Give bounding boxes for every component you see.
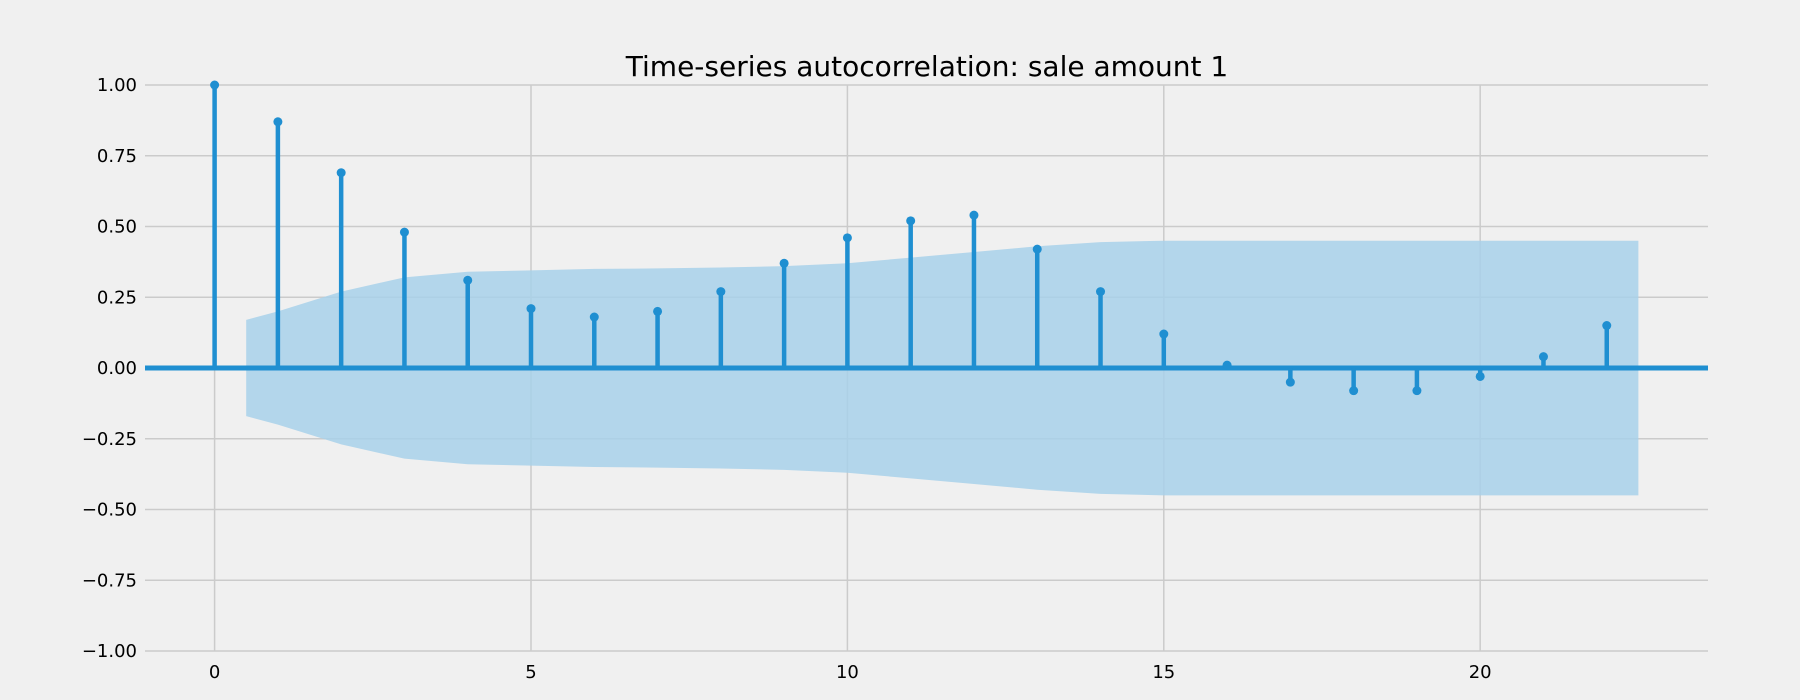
chart-title: Time-series autocorrelation: sale amount… [625,50,1228,83]
acf-point [1159,329,1169,339]
y-tick-label: 0.25 [97,287,137,308]
acf-point [273,117,283,127]
x-tick-label: 15 [1152,662,1175,683]
y-tick-label: 1.00 [97,75,137,96]
x-tick-label: 20 [1469,662,1492,683]
acf-point [779,258,789,268]
acf-point [1096,287,1106,297]
acf-point [1475,371,1485,381]
acf-point [526,304,536,314]
acf-point [1602,321,1612,331]
y-tick-label: 0.50 [97,217,137,238]
acf-point [210,80,220,90]
acf-point [906,216,916,226]
acf-point [399,227,409,237]
y-tick-label: −0.75 [82,570,137,591]
acf-point [1222,360,1232,370]
acf-point [1285,377,1295,387]
acf-point [842,233,852,243]
acf-point [716,287,726,297]
y-tick-label: 0.00 [97,358,137,379]
y-tick-label: −0.25 [82,429,137,450]
acf-point [1538,352,1548,362]
acf-point [1032,244,1042,254]
y-tick-label: −0.50 [82,500,137,521]
acf-point [1412,386,1422,396]
x-tick-label: 5 [525,662,536,683]
axis-label-layer: −1.00 −0.75 −0.50 −0.25 0.00 0.25 0.50 0.75 1.00… [82,75,1492,683]
y-tick-label: 0.75 [97,146,137,167]
y-tick-label: −1.00 [82,641,137,662]
acf-point [653,306,663,316]
acf-point [969,210,979,220]
x-tick-label: 0 [209,662,220,683]
acf-point [336,168,346,178]
acf-point [589,312,599,322]
x-tick-label: 10 [836,662,859,683]
acf-point [463,275,473,285]
acf-point [1349,386,1359,396]
stem-layer [210,80,1612,396]
